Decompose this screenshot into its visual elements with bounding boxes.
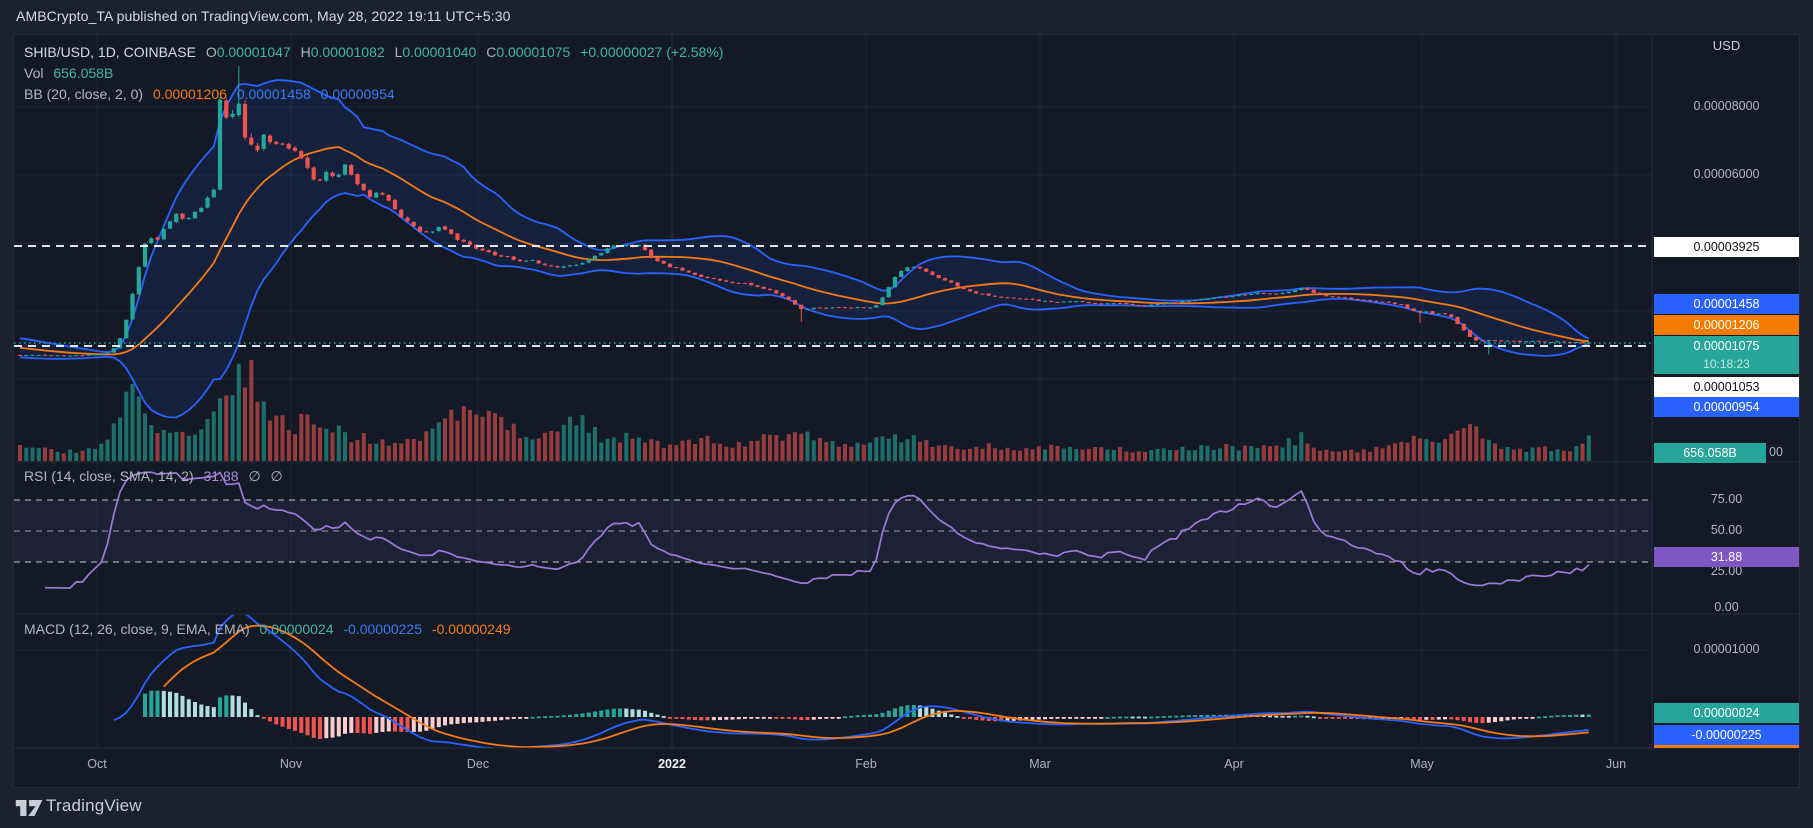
attribution-bar: AMBCrypto_TA published on TradingView.co…	[0, 0, 1813, 34]
axis-value-box: -0.00000225	[1654, 725, 1799, 745]
month-label: Oct	[87, 757, 107, 771]
low-label: L	[394, 44, 403, 60]
hidden-signal-label-strip	[1654, 742, 1799, 748]
month-label: Mar	[1029, 757, 1051, 771]
current-price-box: 0.00001075 10:18:23	[1654, 336, 1799, 374]
axis-covered-label-fragment: 00	[1769, 445, 1783, 459]
month-label: 2022	[658, 757, 686, 771]
high-label: H	[300, 44, 311, 60]
axis-tick-label: 0.00006000	[1693, 167, 1760, 181]
attribution-text: AMBCrypto_TA published on TradingView.co…	[16, 8, 511, 24]
axis-value-box: 0.00001053	[1654, 377, 1799, 397]
volume-legend-row[interactable]: Vol 656.058B	[24, 65, 113, 81]
axis-value-box: 0.00001206	[1654, 315, 1799, 335]
month-label: Feb	[855, 757, 877, 771]
symbol-legend-row[interactable]: SHIB/USD, 1D, COINBASE O0.00001047 H0.00…	[24, 44, 723, 60]
volume-value: 656.058B	[53, 65, 114, 81]
macd-line-value: -0.00000225	[343, 621, 423, 637]
axis-tick-label: 50.00	[1710, 523, 1743, 537]
bb-label: BB (20, close, 2, 0)	[24, 86, 144, 102]
open-label: O	[205, 44, 217, 60]
symbol-title: SHIB/USD, 1D, COINBASE	[24, 44, 196, 60]
bb-lower-value: 0.00000954	[320, 86, 395, 102]
axis-value-box: 0.00003925	[1654, 237, 1799, 257]
rsi-legend-row[interactable]: RSI (14, close, SMA, 14, 2) 31.88 ∅ ∅	[24, 468, 283, 485]
axis-value-box: 0.00000954	[1654, 397, 1799, 417]
axis-tick-label: 25.00	[1710, 564, 1743, 578]
bb-upper-value: 0.00001458	[236, 86, 311, 102]
current-price-label: 0.00001075	[1693, 339, 1760, 353]
axis-tick-label: 75.00	[1710, 492, 1743, 506]
bar-countdown-label: 10:18:23	[1703, 357, 1750, 371]
month-label: Dec	[466, 757, 490, 771]
high-value: 0.00001082	[310, 44, 385, 60]
footer-bar: TradingView	[0, 788, 1813, 828]
axis-tick-label: 0.00008000	[1693, 99, 1760, 113]
tradingview-logo-icon[interactable]	[14, 795, 46, 821]
rsi-label: RSI (14, close, SMA, 14, 2)	[24, 468, 194, 484]
axis-value-box: 0.00000024	[1654, 703, 1799, 723]
change-value: +0.00000027 (+2.58%)	[580, 44, 724, 60]
axis-value-box: 31.88	[1654, 547, 1799, 567]
month-label: Jun	[1605, 757, 1627, 771]
rsi-null-1: ∅	[248, 468, 261, 484]
price-axis[interactable]: USD 0.00008000 0.00006000 0.00003925 0.0000…	[1653, 34, 1800, 748]
macd-legend-row[interactable]: MACD (12, 26, close, 9, EMA, EMA) 0.0000…	[24, 621, 511, 637]
time-axis[interactable]: Oct Nov Dec 2022 Feb Mar Apr May Jun	[13, 748, 1653, 788]
bb-legend-row[interactable]: BB (20, close, 2, 0) 0.00001206 0.000014…	[24, 86, 395, 102]
month-label: Apr	[1224, 757, 1244, 771]
rsi-value: 31.88	[203, 468, 239, 484]
macd-label: MACD (12, 26, close, 9, EMA, EMA)	[24, 621, 250, 637]
axis-value-box: 656.058B	[1654, 443, 1766, 463]
axis-value-box: 0.00001458	[1654, 294, 1799, 314]
close-value: 0.00001075	[496, 44, 571, 60]
open-value: 0.00001047	[216, 44, 291, 60]
low-value: 0.00001040	[402, 44, 477, 60]
chart-frame	[13, 34, 1800, 788]
tradingview-brand-text[interactable]: TradingView	[46, 796, 142, 815]
axis-currency-label: USD	[1712, 38, 1741, 53]
close-label: C	[486, 44, 497, 60]
volume-label: Vol	[24, 65, 44, 81]
rsi-null-2: ∅	[270, 468, 283, 484]
macd-hist-value: 0.00000024	[259, 621, 334, 637]
macd-signal-value: -0.00000249	[431, 621, 511, 637]
axis-tick-label: 0.00	[1714, 600, 1739, 614]
axis-tick-label: 0.00001000	[1693, 642, 1760, 656]
month-label: Nov	[279, 757, 303, 771]
month-label: May	[1410, 757, 1434, 771]
bb-basis-value: 0.00001206	[152, 86, 227, 102]
